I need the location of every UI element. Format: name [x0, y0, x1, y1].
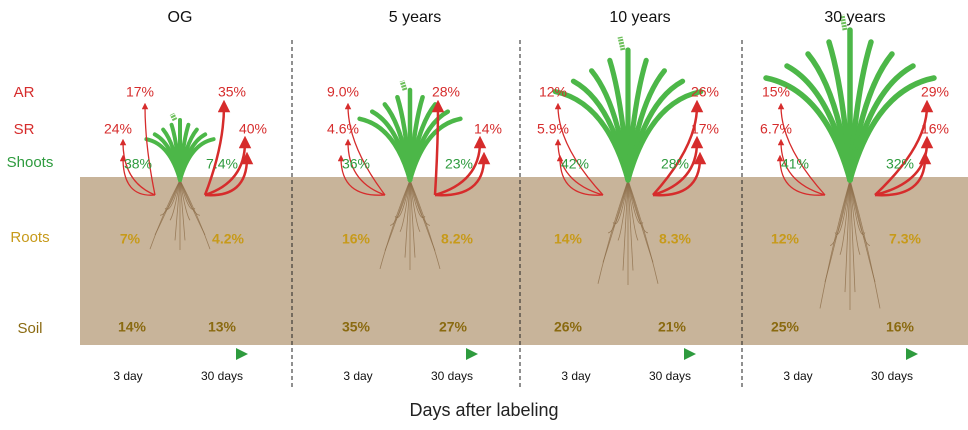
time-label: 30 days: [871, 369, 913, 383]
shoots-value: 28%: [661, 156, 689, 172]
sr-value: 24%: [104, 121, 132, 137]
time-label: 3 day: [561, 369, 590, 383]
panel-title: 30 years: [824, 9, 885, 26]
shoots-value: 23%: [445, 156, 473, 172]
time-label: 3 day: [783, 369, 812, 383]
time-label: 30 days: [649, 369, 691, 383]
leaf: [829, 42, 850, 180]
x-label: Days after labeling: [409, 400, 558, 420]
row-label: AR: [14, 84, 35, 101]
soil-value: 14%: [118, 319, 147, 335]
roots-value: 8.3%: [659, 231, 691, 247]
panel-title: 10 years: [609, 9, 670, 26]
roots-value: 7%: [120, 231, 141, 247]
roots-value: 12%: [771, 231, 800, 247]
shoots-value: 7.4%: [206, 156, 238, 172]
shoots-value: 32%: [886, 156, 914, 172]
ar-value: 35%: [218, 84, 246, 100]
sr-value: 14%: [474, 121, 502, 137]
spike: [620, 37, 623, 50]
row-label: Shoots: [7, 154, 54, 171]
sr-value: 16%: [921, 121, 949, 137]
time-label: 3 day: [113, 369, 142, 383]
roots-value: 7.3%: [889, 231, 921, 247]
ar-value: 29%: [921, 84, 949, 100]
ar-value: 26%: [691, 84, 719, 100]
shoots-value: 41%: [781, 156, 809, 172]
row-label: SR: [14, 121, 35, 138]
roots-value: 4.2%: [212, 231, 244, 247]
shoots-value: 36%: [342, 156, 370, 172]
shoots-value: 38%: [124, 156, 152, 172]
time-label: 3 day: [343, 369, 372, 383]
roots-value: 14%: [554, 231, 583, 247]
panel-title: 5 years: [389, 9, 441, 26]
soil-value: 27%: [439, 319, 468, 335]
row-label: Soil: [17, 320, 42, 337]
spike: [172, 114, 175, 120]
soil-value: 13%: [208, 319, 237, 335]
sr-value: 17%: [691, 121, 719, 137]
time-label: 30 days: [431, 369, 473, 383]
diagram: AR SR Shoots Roots Soil Days after label…: [0, 0, 968, 425]
ar-value: 12%: [539, 84, 567, 100]
ar-value: 9.0%: [327, 84, 359, 100]
leaf: [610, 60, 628, 180]
soil-value: 16%: [886, 319, 915, 335]
panel-title: OG: [168, 9, 193, 26]
ar-value: 28%: [432, 84, 460, 100]
sr-value: 5.9%: [537, 121, 569, 137]
sr-value: 4.6%: [327, 121, 359, 137]
time-label: 30 days: [201, 369, 243, 383]
roots-value: 8.2%: [441, 231, 473, 247]
ar-value: 15%: [762, 84, 790, 100]
shoots-value: 42%: [561, 156, 589, 172]
spike: [402, 81, 405, 90]
soil-value: 21%: [658, 319, 687, 335]
soil-value: 26%: [554, 319, 583, 335]
soil-value: 25%: [771, 319, 800, 335]
roots-value: 16%: [342, 231, 371, 247]
row-label: Roots: [10, 229, 49, 246]
ar-value: 17%: [126, 84, 154, 100]
sr-value: 40%: [239, 121, 267, 137]
sr-value: 6.7%: [760, 121, 792, 137]
soil-value: 35%: [342, 319, 371, 335]
